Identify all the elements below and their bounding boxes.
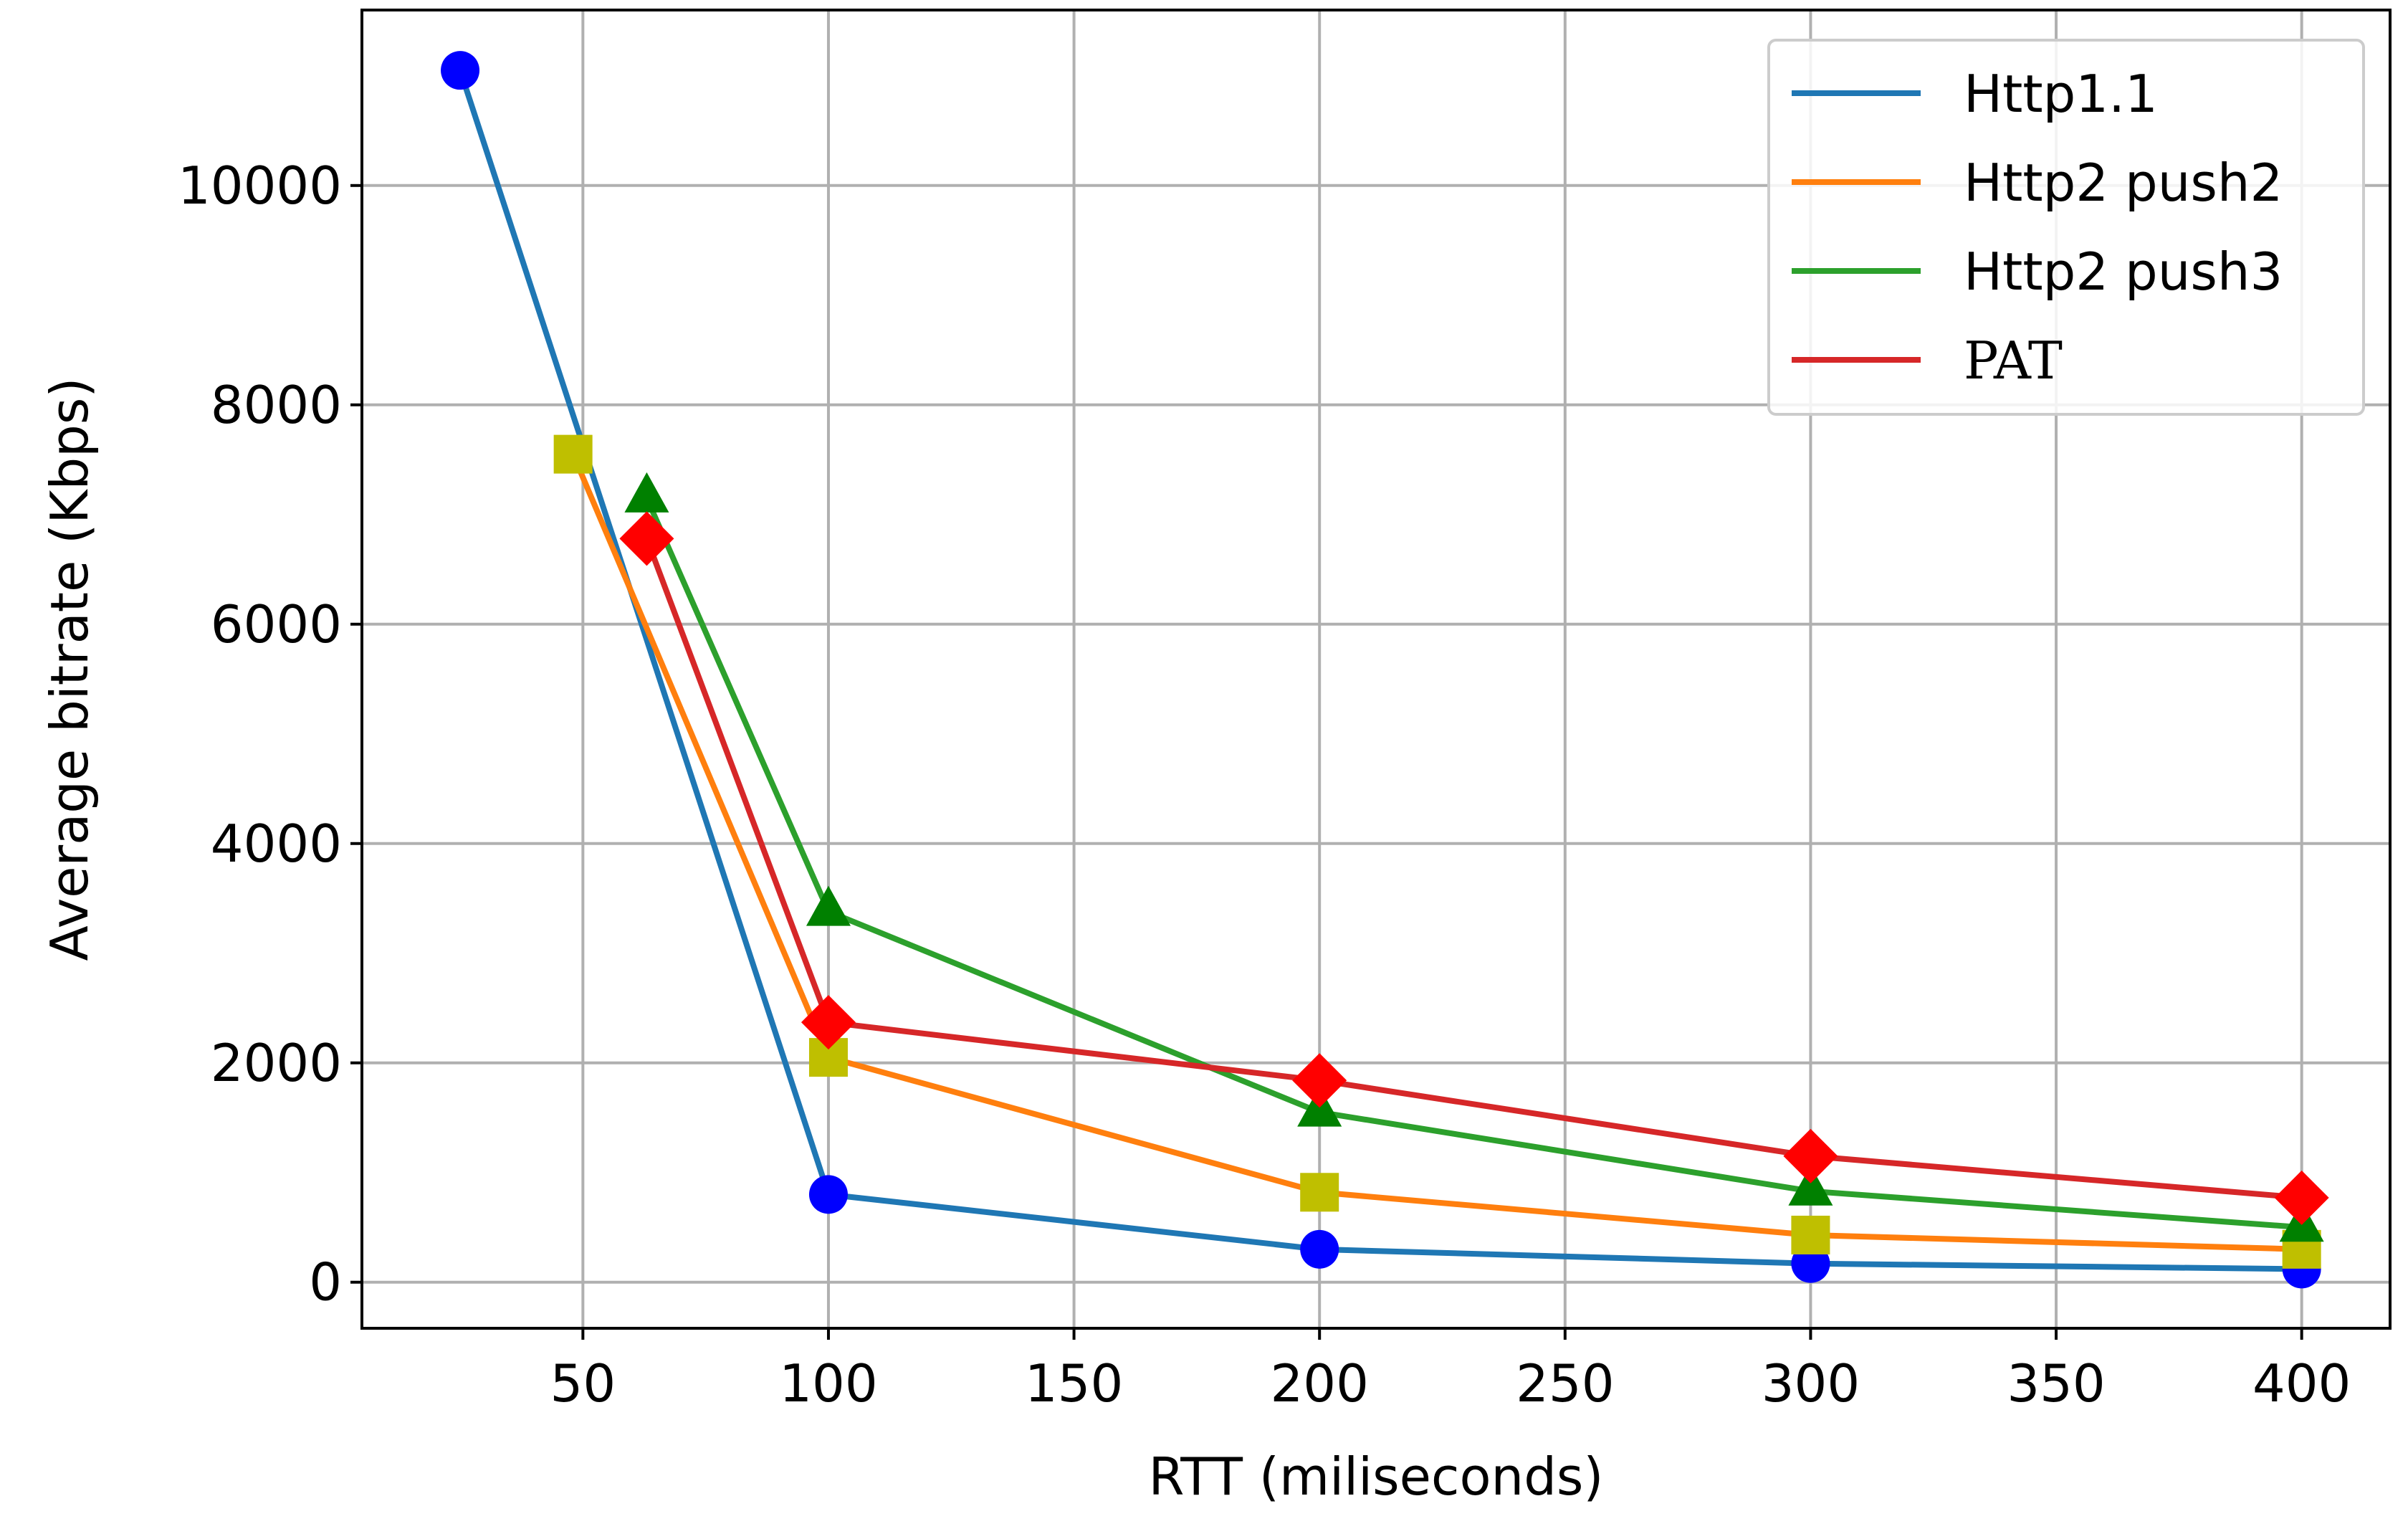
legend-label-http1-1: Http1.1 <box>1964 64 2158 124</box>
y-axis-label: Average bitrate (Kbps) <box>39 378 100 961</box>
y-tick-label: 0 <box>309 1252 342 1313</box>
data-point-http1-1 <box>1300 1229 1339 1269</box>
x-tick-label: 150 <box>1025 1353 1123 1414</box>
data-point-http1-1 <box>441 51 480 90</box>
legend: Http1.1 Http2 push2 Http2 push3 PAT <box>1767 39 2365 416</box>
data-point-http2-push3 <box>1788 1165 1833 1206</box>
y-tick-label: 8000 <box>211 375 342 435</box>
series-http1-1 <box>441 51 2321 1289</box>
legend-label-http2-push3: Http2 push3 <box>1964 242 2283 302</box>
data-point-pat <box>619 511 674 566</box>
x-tick-label: 50 <box>550 1353 616 1414</box>
data-point-http2-push3 <box>624 472 669 513</box>
x-axis-label: RTT (miliseconds) <box>1149 1447 1604 1507</box>
series-pat <box>619 511 2329 1225</box>
data-point-pat <box>1292 1053 1347 1108</box>
data-point-http1-1 <box>808 1175 848 1214</box>
data-point-http2-push2 <box>553 434 593 474</box>
x-tick-label: 350 <box>2007 1353 2105 1414</box>
y-tick-label: 10000 <box>178 156 342 216</box>
x-tick-label: 200 <box>1270 1353 1368 1414</box>
y-tick-label: 2000 <box>211 1033 342 1093</box>
series-http2-push2 <box>553 434 2321 1269</box>
y-tick-label: 4000 <box>211 814 342 874</box>
x-tick-label: 100 <box>779 1353 877 1414</box>
x-tick-label: 300 <box>1762 1353 1860 1414</box>
series-layer <box>441 51 2329 1289</box>
data-point-http2-push3 <box>806 885 851 926</box>
data-point-pat <box>2274 1170 2329 1225</box>
legend-box <box>1767 39 2365 416</box>
data-point-pat <box>1783 1128 1838 1183</box>
plot-frame <box>360 9 2392 1330</box>
x-tick-label: 250 <box>1516 1353 1614 1414</box>
x-tick-label: 400 <box>2252 1353 2351 1414</box>
legend-label-pat: PAT <box>1964 330 2063 391</box>
legend-label-http2-push2: Http2 push2 <box>1964 153 2283 213</box>
ticks: 50 100 150 200 250 300 350 40002000400060008000… <box>178 156 2351 1414</box>
y-tick-label: 6000 <box>211 594 342 654</box>
data-point-pat <box>801 995 856 1050</box>
data-point-http2-push2 <box>1791 1215 1830 1254</box>
data-point-http2-push2 <box>1300 1173 1339 1212</box>
